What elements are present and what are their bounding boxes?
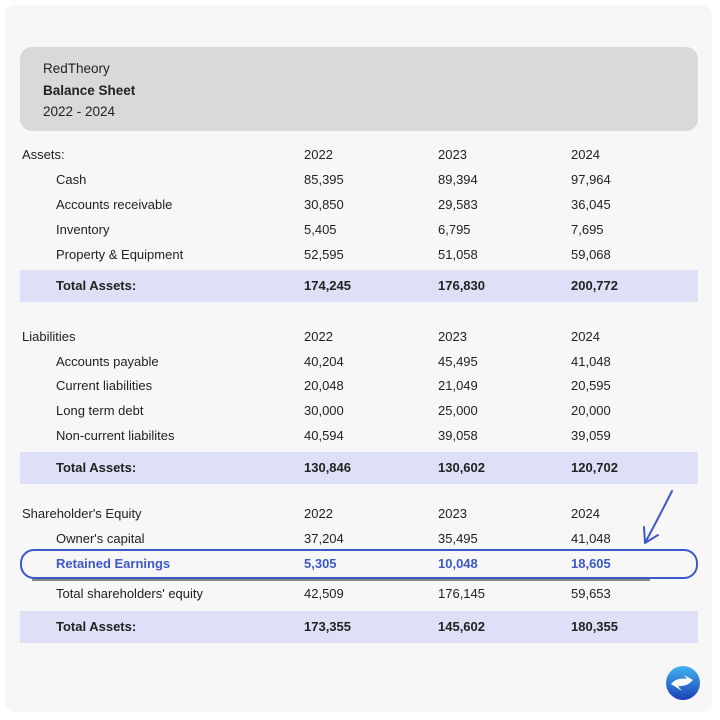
table-row: Cash 85,395 89,394 97,964 <box>0 170 720 190</box>
assets-heading-row: Assets: 2022 2023 2024 <box>0 145 720 165</box>
cell: 200,772 <box>571 278 618 293</box>
row-label: Accounts payable <box>56 354 159 369</box>
year-header: 2024 <box>571 329 600 344</box>
row-label: Total shareholders' equity <box>56 586 204 601</box>
cell: 10,048 <box>438 556 478 571</box>
cell: 30,000 <box>304 403 344 418</box>
table-row: Accounts payable 40,204 45,495 41,048 <box>0 352 720 372</box>
table-row: Property & Equipment 52,595 51,058 59,06… <box>0 245 720 265</box>
total-row: Total Assets: 173,355 145,602 180,355 <box>0 617 720 637</box>
year-header: 2022 <box>304 147 333 162</box>
cell: 97,964 <box>571 172 611 187</box>
cell: 7,695 <box>571 222 604 237</box>
retained-earnings-row: Retained Earnings 5,305 10,048 18,605 <box>0 554 720 574</box>
section-heading: Assets: <box>22 147 65 162</box>
year-header: 2022 <box>304 506 333 521</box>
row-label: Retained Earnings <box>56 556 171 571</box>
year-header: 2024 <box>571 147 600 162</box>
cell: 5,305 <box>304 556 337 571</box>
cell: 40,594 <box>304 428 344 443</box>
table-row: Inventory 5,405 6,795 7,695 <box>0 220 720 240</box>
cell: 41,048 <box>571 531 611 546</box>
total-band <box>20 611 698 643</box>
table-row: Current liabilities 20,048 21,049 20,595 <box>0 376 720 396</box>
equity-heading-row: Shareholder's Equity 2022 2023 2024 <box>0 504 720 524</box>
row-label: Owner's capital <box>56 531 145 546</box>
section-heading: Shareholder's Equity <box>22 506 142 521</box>
year-header: 2023 <box>438 329 467 344</box>
table-row: Non-current liabilites 40,594 39,058 39,… <box>0 426 720 446</box>
liabilities-heading-row: Liabilities 2022 2023 2024 <box>0 327 720 347</box>
table-row: Owner's capital 37,204 35,495 41,048 <box>0 529 720 549</box>
cell: 145,602 <box>438 619 485 634</box>
cell: 130,846 <box>304 460 351 475</box>
cell: 20,048 <box>304 378 344 393</box>
divider <box>32 579 650 581</box>
cell: 20,595 <box>571 378 611 393</box>
cell: 120,702 <box>571 460 618 475</box>
row-label: Long term debt <box>56 403 144 418</box>
hand-drawn-arrow-icon <box>643 490 673 544</box>
table-row: Long term debt 30,000 25,000 20,000 <box>0 401 720 421</box>
total-row: Total Assets: 174,245 176,830 200,772 <box>0 276 720 296</box>
row-label: Total Assets: <box>56 278 137 293</box>
sheet-header: RedTheory Balance Sheet 2022 - 2024 <box>20 47 698 131</box>
section-heading: Liabilities <box>22 329 76 344</box>
cell: 6,795 <box>438 222 471 237</box>
year-header: 2023 <box>438 506 467 521</box>
cell: 35,495 <box>438 531 478 546</box>
cell: 39,058 <box>438 428 478 443</box>
row-label: Total Assets: <box>56 460 137 475</box>
row-label: Total Assets: <box>56 619 137 634</box>
cell: 29,583 <box>438 197 478 212</box>
row-label: Property & Equipment <box>56 247 184 262</box>
row-label: Accounts receivable <box>56 197 173 212</box>
cell: 40,204 <box>304 354 344 369</box>
table-row: Accounts receivable 30,850 29,583 36,045 <box>0 195 720 215</box>
cell: 89,394 <box>438 172 478 187</box>
cell: 59,068 <box>571 247 611 262</box>
sheet-title: Balance Sheet <box>43 83 136 98</box>
row-label: Non-current liabilites <box>56 428 175 443</box>
cell: 52,595 <box>304 247 344 262</box>
cell: 51,058 <box>438 247 478 262</box>
cell: 176,145 <box>438 586 485 601</box>
cell: 85,395 <box>304 172 344 187</box>
cell: 41,048 <box>571 354 611 369</box>
cell: 5,405 <box>304 222 337 237</box>
cell: 176,830 <box>438 278 485 293</box>
table-row: Total shareholders' equity 42,509 176,14… <box>0 584 720 604</box>
year-header: 2024 <box>571 506 600 521</box>
sheet-period: 2022 - 2024 <box>43 104 116 119</box>
cell: 130,602 <box>438 460 485 475</box>
cell: 180,355 <box>571 619 618 634</box>
cell: 59,653 <box>571 586 611 601</box>
highlight-oval <box>20 549 698 579</box>
company-name: RedTheory <box>43 61 110 76</box>
cell: 36,045 <box>571 197 611 212</box>
total-band <box>20 452 698 484</box>
cell: 21,049 <box>438 378 478 393</box>
total-band <box>20 270 698 302</box>
cell: 173,355 <box>304 619 351 634</box>
row-label: Cash <box>56 172 87 187</box>
cell: 20,000 <box>571 403 611 418</box>
cell: 37,204 <box>304 531 344 546</box>
cell: 25,000 <box>438 403 478 418</box>
cell: 30,850 <box>304 197 344 212</box>
cell: 45,495 <box>438 354 478 369</box>
logo-icon <box>666 666 700 700</box>
cell: 39,059 <box>571 428 611 443</box>
row-label: Current liabilities <box>56 378 153 393</box>
year-header: 2023 <box>438 147 467 162</box>
total-row: Total Assets: 130,846 130,602 120,702 <box>0 458 720 478</box>
year-header: 2022 <box>304 329 333 344</box>
cell: 18,605 <box>571 556 611 571</box>
row-label: Inventory <box>56 222 110 237</box>
cell: 42,509 <box>304 586 344 601</box>
cell: 174,245 <box>304 278 351 293</box>
